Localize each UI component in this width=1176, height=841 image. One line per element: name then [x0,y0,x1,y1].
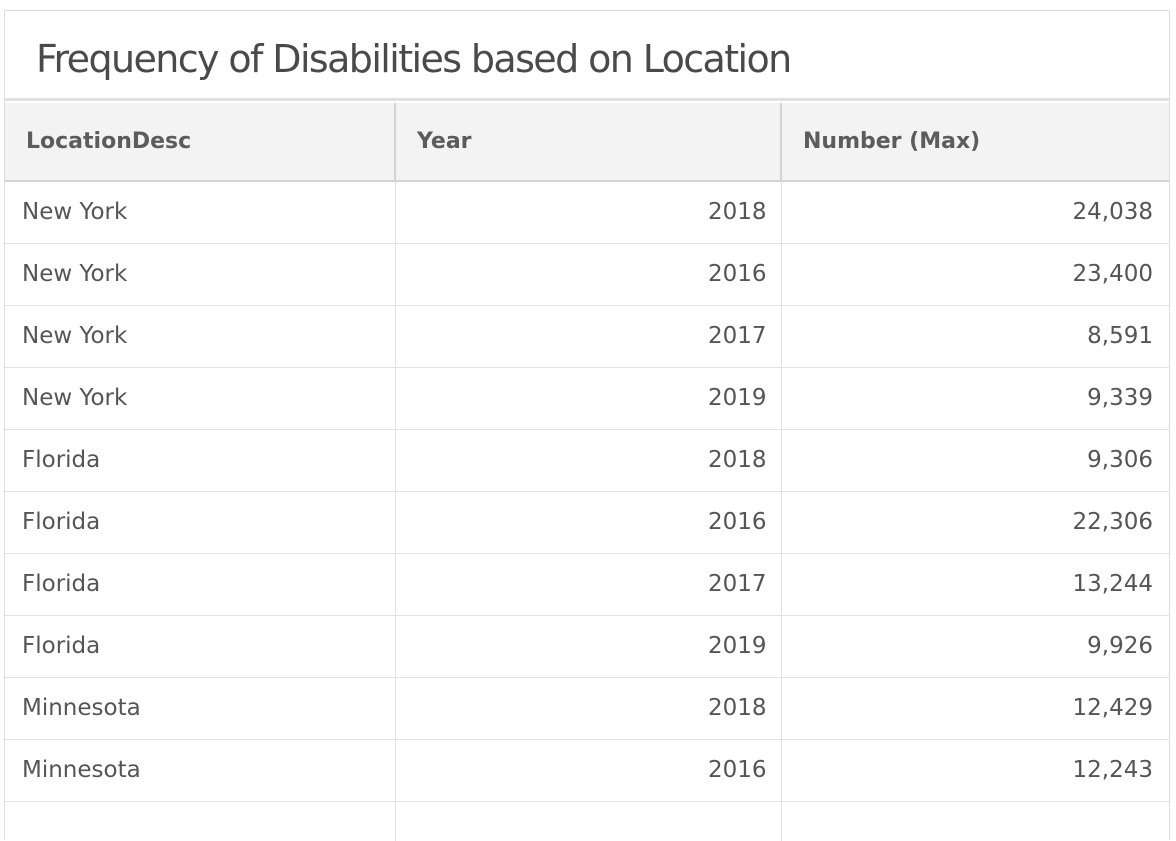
number-cell: 12,429 [780,677,1169,740]
chart-title: Frequency of Disabilities based on Locat… [36,37,792,81]
location-cell: New York [5,305,395,368]
number-cell: 13,244 [780,553,1169,616]
location-cell: Florida [5,615,395,678]
year-cell: 2018 [394,429,781,492]
table-card: Frequency of Disabilities based on Locat… [4,10,1170,841]
year-cell: 2016 [394,243,781,306]
number-cell: 9,926 [780,615,1169,678]
table-row: New York 2017 8,591 [5,305,1169,368]
number-cell: 9,339 [780,367,1169,430]
location-cell: Florida [5,491,395,554]
title-divider [5,98,1169,101]
empty-cell [780,801,1169,841]
table-row-empty [5,801,1169,841]
table-header: LocationDesc Year Number (Max) [5,103,1169,182]
location-cell: Minnesota [5,739,395,802]
location-cell: New York [5,181,395,244]
table-row: New York 2019 9,339 [5,367,1169,430]
year-cell: 2019 [394,367,781,430]
number-cell: 23,400 [780,243,1169,306]
column-header-year[interactable]: Year [394,103,781,182]
table-row: Florida 2019 9,926 [5,615,1169,678]
location-cell: Florida [5,429,395,492]
year-cell: 2016 [394,739,781,802]
year-cell: 2018 [394,181,781,244]
year-cell: 2019 [394,615,781,678]
table-row: New York 2018 24,038 [5,181,1169,244]
number-cell: 22,306 [780,491,1169,554]
table-row: Florida 2018 9,306 [5,429,1169,492]
year-cell: 2017 [394,305,781,368]
data-table: LocationDesc Year Number (Max) New York 2… [5,103,1169,841]
header-row: LocationDesc Year Number (Max) [5,103,1169,182]
number-cell: 24,038 [780,181,1169,244]
year-cell: 2017 [394,553,781,616]
year-cell: 2018 [394,677,781,740]
table-row: Minnesota 2016 12,243 [5,739,1169,802]
column-header-location[interactable]: LocationDesc [5,103,395,182]
column-header-number[interactable]: Number (Max) [780,103,1169,182]
number-cell: 8,591 [780,305,1169,368]
table-row: Florida 2016 22,306 [5,491,1169,554]
table-row: Florida 2017 13,244 [5,553,1169,616]
table-body: New York 2018 24,038 New York 2016 23,400 New … [5,181,1169,841]
empty-cell [5,801,395,841]
number-cell: 9,306 [780,429,1169,492]
table-row: New York 2016 23,400 [5,243,1169,306]
number-cell: 12,243 [780,739,1169,802]
year-cell: 2016 [394,491,781,554]
location-cell: Florida [5,553,395,616]
location-cell: New York [5,367,395,430]
empty-cell [394,801,781,841]
location-cell: Minnesota [5,677,395,740]
table-row: Minnesota 2018 12,429 [5,677,1169,740]
location-cell: New York [5,243,395,306]
